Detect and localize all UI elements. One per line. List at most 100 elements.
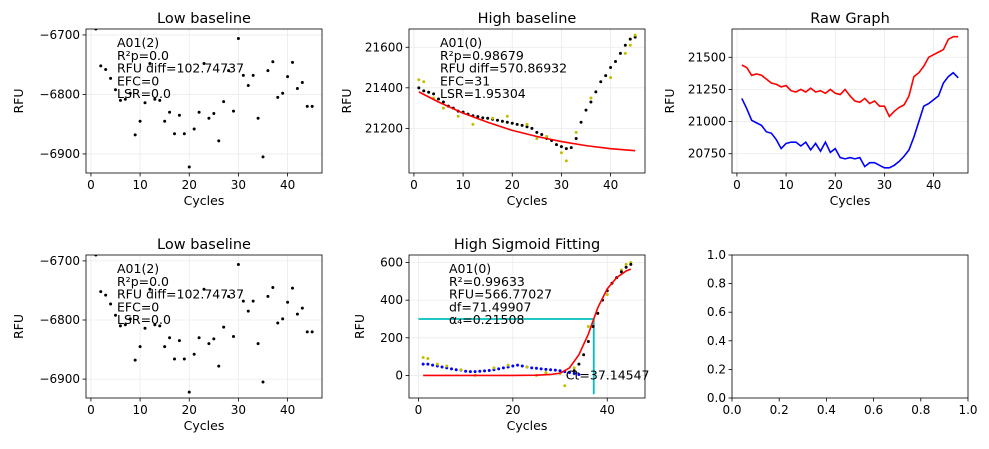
data-point bbox=[232, 335, 235, 339]
data-point bbox=[553, 368, 557, 372]
data-point bbox=[496, 118, 499, 122]
data-point bbox=[505, 120, 509, 124]
data-point bbox=[192, 127, 196, 131]
plot-area bbox=[417, 33, 637, 163]
data-point bbox=[440, 365, 444, 369]
data-point bbox=[572, 369, 576, 373]
data-point bbox=[577, 372, 581, 376]
data-point bbox=[623, 43, 627, 47]
data-point bbox=[459, 368, 463, 372]
data-point bbox=[276, 321, 280, 325]
y-tick-label: −6700 bbox=[39, 28, 80, 42]
data-point bbox=[589, 100, 593, 104]
data-point bbox=[456, 114, 460, 118]
data-point bbox=[217, 139, 221, 143]
annotation-line: R²p=0.0 bbox=[117, 274, 169, 289]
data-point bbox=[609, 66, 613, 70]
data-point bbox=[109, 302, 113, 306]
x-tick-label: 30 bbox=[554, 178, 569, 192]
annotation-line: RFU=566.77027 bbox=[449, 287, 552, 302]
data-point bbox=[99, 64, 103, 68]
x-tick-label: 0 bbox=[87, 178, 95, 192]
data-point bbox=[426, 362, 430, 366]
data-point bbox=[417, 78, 421, 82]
data-point bbox=[586, 325, 590, 328]
data-point bbox=[163, 345, 167, 349]
data-point bbox=[177, 339, 181, 343]
y-axis-label: RFU bbox=[339, 88, 354, 113]
annotation-line: A01(0) bbox=[440, 35, 482, 50]
annotation-line: EFC=31 bbox=[440, 73, 490, 88]
data-point bbox=[143, 326, 147, 330]
x-tick-label: 0.2 bbox=[770, 403, 789, 417]
x-tick-label: 30 bbox=[877, 178, 892, 192]
x-tick-label: 0.0 bbox=[722, 403, 741, 417]
data-point bbox=[182, 132, 186, 136]
annotation-line: LSR=0.0 bbox=[117, 312, 171, 327]
data-point bbox=[478, 369, 482, 373]
data-point bbox=[236, 37, 240, 41]
data-point bbox=[261, 380, 265, 384]
y-tick-label: 0.6 bbox=[707, 305, 726, 319]
data-point bbox=[591, 325, 595, 328]
data-point bbox=[138, 119, 142, 123]
data-point bbox=[109, 76, 113, 80]
data-point bbox=[515, 122, 519, 126]
y-tick-label: 0.0 bbox=[707, 391, 726, 405]
data-point bbox=[468, 370, 472, 374]
y-tick-label: 0 bbox=[395, 368, 403, 382]
data-point bbox=[118, 98, 122, 102]
data-point bbox=[449, 367, 453, 371]
data-point bbox=[582, 353, 586, 357]
subplot-p4: 0 10 20 30 40 −6700 −6800 −6900 Low baseline Cycl… bbox=[11, 237, 323, 433]
series-line bbox=[423, 268, 632, 377]
data-point bbox=[99, 290, 103, 294]
data-point bbox=[286, 75, 290, 79]
chart-title: High baseline bbox=[478, 11, 577, 27]
data-point bbox=[614, 59, 617, 63]
data-point bbox=[473, 370, 477, 374]
x-axis-label: Cycles bbox=[507, 418, 548, 433]
y-tick-label: 1.0 bbox=[707, 248, 726, 262]
x-tick-label: 40 bbox=[600, 403, 615, 417]
data-point bbox=[506, 363, 510, 367]
data-point bbox=[525, 365, 529, 369]
x-axis-label: Cycles bbox=[830, 193, 871, 208]
data-point bbox=[133, 133, 137, 137]
series-line bbox=[741, 71, 959, 169]
x-tick-label: 40 bbox=[280, 178, 295, 192]
annotation-line: A01(2) bbox=[117, 261, 159, 276]
y-axis-label: RFU bbox=[352, 314, 367, 339]
data-point bbox=[281, 317, 285, 321]
data-point bbox=[168, 336, 172, 340]
data-point bbox=[222, 100, 226, 104]
data-point bbox=[305, 104, 309, 108]
data-point bbox=[123, 97, 127, 101]
y-tick-label: −6900 bbox=[39, 372, 80, 386]
data-point bbox=[241, 73, 245, 77]
x-tick-label: 10 bbox=[132, 403, 147, 417]
data-point bbox=[520, 364, 524, 368]
data-point bbox=[572, 372, 576, 376]
y-tick-label: 200 bbox=[380, 331, 403, 345]
data-point bbox=[207, 116, 211, 120]
chart-title: Low baseline bbox=[157, 11, 251, 27]
annotation-line: RFU diff=102.74737 bbox=[117, 61, 244, 76]
data-point bbox=[633, 33, 637, 37]
data-point bbox=[246, 309, 250, 313]
subplot-p2: 0 10 20 30 40 21200 21400 21600 High baseline Cyc… bbox=[339, 11, 646, 208]
data-point bbox=[564, 147, 568, 151]
x-tick-label: 30 bbox=[231, 178, 246, 192]
data-point bbox=[584, 108, 588, 112]
data-point bbox=[437, 97, 440, 101]
data-point bbox=[545, 134, 549, 138]
x-tick-label: 10 bbox=[455, 178, 470, 192]
data-point bbox=[525, 122, 529, 126]
x-tick-label: 0.6 bbox=[864, 403, 883, 417]
annotation-line: EFC=0 bbox=[117, 73, 159, 88]
x-tick-label: 0.8 bbox=[911, 403, 930, 417]
data-point bbox=[605, 293, 609, 297]
x-tick-label: 0 bbox=[733, 178, 741, 192]
y-axis-label: RFU bbox=[11, 314, 26, 339]
